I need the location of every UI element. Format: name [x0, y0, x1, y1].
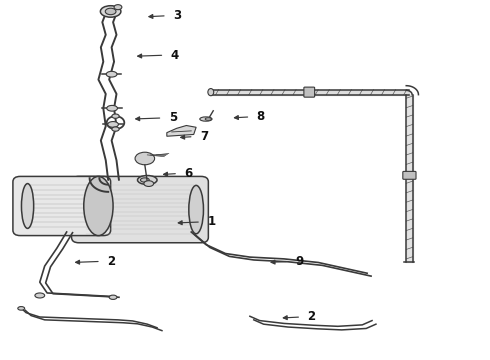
Ellipse shape: [22, 184, 34, 228]
Text: 6: 6: [184, 167, 193, 180]
Ellipse shape: [108, 122, 119, 127]
FancyBboxPatch shape: [403, 171, 416, 179]
Ellipse shape: [105, 8, 116, 15]
Ellipse shape: [208, 89, 214, 96]
Ellipse shape: [205, 118, 212, 120]
Text: 1: 1: [207, 215, 216, 229]
Ellipse shape: [112, 114, 119, 118]
Text: 2: 2: [107, 255, 115, 268]
Text: 7: 7: [200, 130, 208, 143]
Ellipse shape: [112, 127, 119, 131]
Text: 9: 9: [295, 255, 304, 268]
Ellipse shape: [35, 293, 45, 298]
Ellipse shape: [144, 181, 154, 186]
FancyBboxPatch shape: [304, 87, 315, 97]
Text: 5: 5: [169, 112, 177, 125]
Ellipse shape: [84, 176, 113, 235]
Ellipse shape: [135, 152, 155, 165]
Ellipse shape: [100, 6, 121, 17]
Ellipse shape: [109, 295, 117, 300]
Polygon shape: [167, 126, 196, 136]
Text: 4: 4: [171, 49, 179, 62]
Ellipse shape: [200, 117, 212, 121]
FancyBboxPatch shape: [13, 176, 111, 235]
Ellipse shape: [114, 5, 122, 10]
Text: 3: 3: [173, 9, 181, 22]
FancyBboxPatch shape: [72, 176, 208, 243]
Ellipse shape: [107, 105, 118, 111]
Ellipse shape: [18, 307, 24, 310]
Text: 2: 2: [308, 310, 316, 324]
Ellipse shape: [189, 185, 203, 234]
Text: 8: 8: [257, 111, 265, 123]
Ellipse shape: [138, 176, 157, 184]
Ellipse shape: [141, 178, 149, 182]
Ellipse shape: [106, 71, 117, 77]
